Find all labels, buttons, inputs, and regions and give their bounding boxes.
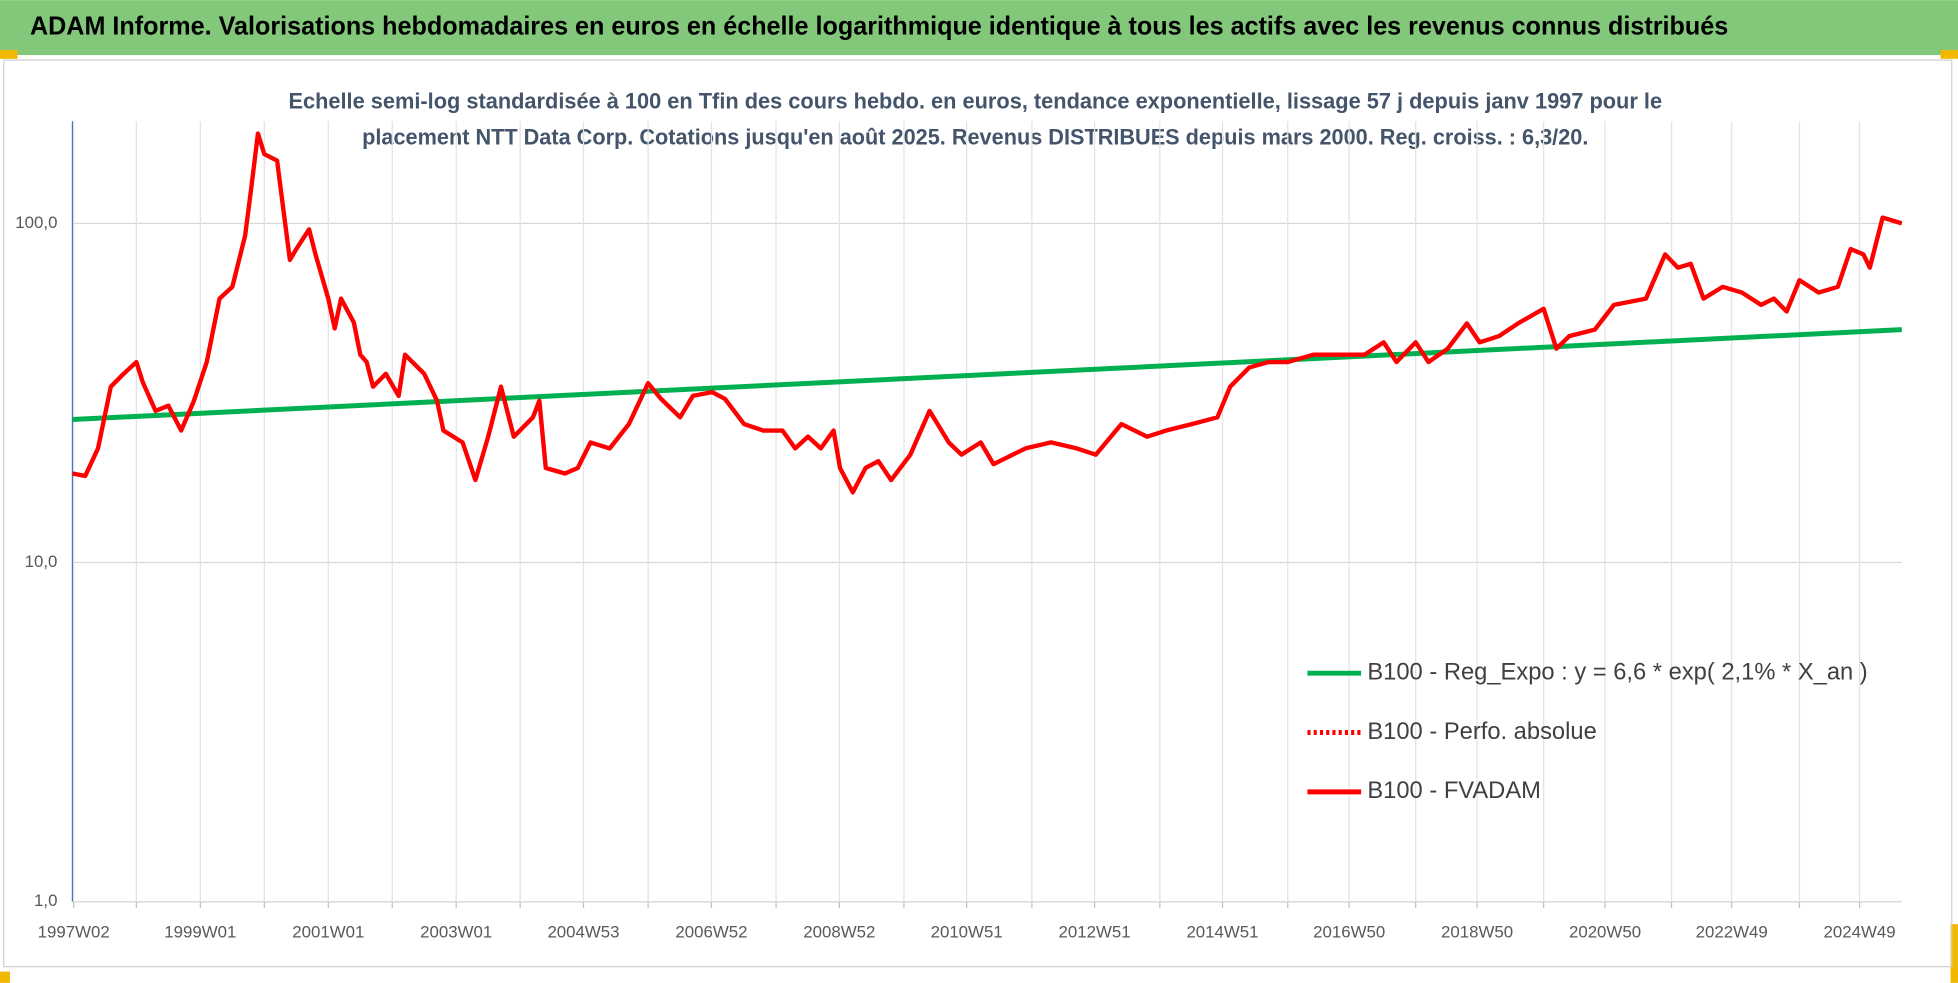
x-tick-label: 2022W49 bbox=[1696, 922, 1768, 941]
y-tick-label: 100,0 bbox=[15, 213, 57, 232]
corner bbox=[0, 971, 10, 983]
x-tick-label: 2024W49 bbox=[1824, 922, 1896, 941]
x-tick-label: 2006W52 bbox=[675, 922, 747, 941]
corner bbox=[1950, 924, 1958, 983]
x-tick-label: 2014W51 bbox=[1186, 922, 1258, 941]
legend-label: B100 - Reg_Expo : y = 6,6 * exp( 2,1% * … bbox=[1367, 659, 1867, 685]
corner bbox=[0, 50, 18, 59]
legend-label: B100 - Perfo. absolue bbox=[1367, 719, 1596, 745]
header-bar bbox=[0, 0, 1958, 56]
grid: 1,0 10,0 100,0 1997W02 1999W01 2001W01 2003W01… bbox=[15, 121, 1902, 941]
legend: B100 - Reg_Expo : y = 6,6 * exp( 2,1% * … bbox=[1307, 659, 1868, 804]
y-tick-label: 10,0 bbox=[25, 552, 58, 571]
x-tick-label: 1999W01 bbox=[164, 922, 236, 941]
legend-label: B100 - FVADAM bbox=[1367, 778, 1541, 804]
x-tick-label: 2012W51 bbox=[1059, 922, 1131, 941]
chart-subtitle: Echelle semi-log standardisée à 100 en T… bbox=[288, 88, 1662, 113]
x-tick-label: 2010W51 bbox=[931, 922, 1003, 941]
y-tick-label: 1,0 bbox=[34, 891, 57, 910]
x-tick-label: 2018W50 bbox=[1441, 922, 1513, 941]
chart-subtitle: placement NTT Data Corp. Cotations jusqu… bbox=[362, 125, 1588, 150]
x-tick-label: 2008W52 bbox=[803, 922, 875, 941]
x-tick-label: 2020W50 bbox=[1569, 922, 1641, 941]
x-tick-label: 2003W01 bbox=[420, 922, 492, 941]
x-tick-label: 2004W53 bbox=[547, 922, 619, 941]
x-tick-label: 2001W01 bbox=[292, 922, 364, 941]
chart-frame bbox=[3, 59, 1953, 968]
plot-area bbox=[72, 131, 1903, 495]
chart-title: ADAM Informe. Valorisations hebdomadaire… bbox=[30, 11, 1728, 41]
corner bbox=[1940, 50, 1958, 59]
data-line bbox=[72, 131, 1903, 495]
x-tick-label: 2016W50 bbox=[1313, 922, 1385, 941]
x-tick-label: 1997W02 bbox=[38, 922, 110, 941]
data-line bbox=[72, 327, 1902, 423]
